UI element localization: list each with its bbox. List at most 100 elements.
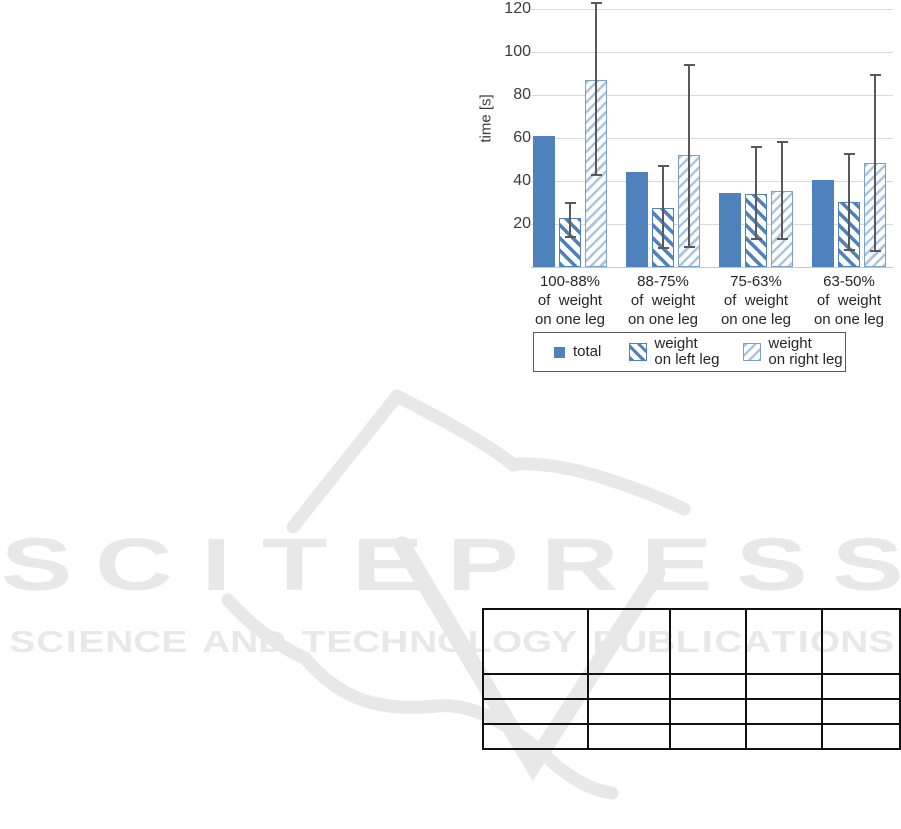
watermark-subtitle-char: N [104, 624, 133, 659]
table-cell [669, 698, 748, 725]
watermark-title-char: I [201, 523, 232, 606]
table-cell [821, 723, 901, 750]
table-cell [821, 608, 901, 675]
error-bar [781, 142, 783, 240]
error-bar [569, 202, 571, 237]
y-tick-label: 80 [513, 86, 531, 103]
x-category-label: 63-50% of weight on one leg [813, 273, 885, 328]
watermark-subtitle-char: N [230, 624, 259, 659]
table-cell [481, 673, 590, 700]
legend-swatch-right-leg [743, 343, 762, 361]
table-cell [745, 673, 824, 700]
gridline [531, 138, 893, 139]
watermark-title-char: S [831, 523, 901, 606]
watermark-subtitle-char: C [352, 624, 381, 659]
bar-total-2 [719, 193, 741, 267]
x-category-label: 100-88% of weight on one leg [534, 273, 606, 328]
results-table [481, 608, 901, 750]
watermark-subtitle-char [289, 628, 300, 656]
watermark-subtitle-char: I [65, 624, 77, 659]
error-bar-cap-top [869, 73, 881, 76]
legend-label-total: total [573, 343, 602, 360]
legend-item-left-leg: weight on left leg [601, 336, 719, 368]
error-bar-cap-bottom [657, 246, 669, 249]
table-cell [821, 698, 901, 725]
legend-label-right-leg: weight on right leg [768, 335, 843, 368]
error-bar-cap-bottom [564, 235, 576, 238]
error-bar-cap-top [657, 164, 669, 167]
gridline [531, 181, 893, 182]
table-row [481, 608, 901, 675]
watermark-subtitle-char: O [436, 624, 468, 659]
watermark-subtitle-char: N [408, 624, 437, 659]
bar-total-3 [812, 180, 834, 267]
watermark-title-char: R [541, 523, 619, 606]
watermark-subtitle-char: D [258, 624, 287, 659]
plot-area [531, 0, 893, 268]
table-cell [587, 673, 672, 700]
watermark-title-char: S [0, 523, 73, 606]
watermark-subtitle-char: T [301, 624, 326, 659]
table-cell [481, 698, 590, 725]
watermark-title-char: C [95, 523, 173, 606]
watermark-title-char: T [262, 523, 328, 606]
gridline [531, 9, 893, 10]
table-row [481, 723, 901, 750]
table-cell [587, 698, 672, 725]
table-row [481, 698, 901, 725]
watermark-subtitle-char: E [161, 624, 188, 659]
table-cell [745, 608, 824, 675]
table-cell [745, 723, 824, 750]
table-row [481, 673, 901, 700]
legend-item-total: total [534, 344, 601, 360]
table-cell [587, 723, 672, 750]
legend-swatch-left-leg [629, 343, 648, 361]
y-tick-label: 100 [504, 43, 531, 60]
error-bar-cap-bottom [843, 248, 855, 251]
error-bar-cap-top [564, 201, 576, 204]
error-bar-cap-bottom [776, 238, 788, 241]
error-bar [874, 74, 876, 251]
table-cell [745, 698, 824, 725]
watermark-subtitle-char: S [9, 624, 36, 659]
table-cell [669, 673, 748, 700]
gridline [531, 224, 893, 225]
table-cell [669, 723, 748, 750]
gridline [531, 52, 893, 53]
x-category-label: 88-75% of weight on one leg [627, 273, 699, 328]
legend-item-right-leg: weight on right leg [719, 335, 843, 368]
error-bar-cap-top [590, 1, 602, 4]
watermark-subtitle-char: E [78, 624, 105, 659]
error-bar [755, 146, 757, 240]
error-bar-cap-top [683, 63, 695, 66]
gridline [531, 95, 893, 96]
table-cell [481, 608, 590, 675]
error-bar-cap-top [776, 141, 788, 144]
watermark-title-char: S [736, 523, 808, 606]
y-tick-label: 40 [513, 172, 531, 189]
watermark-title-char: P [447, 523, 519, 606]
y-tick-label: 20 [513, 215, 531, 232]
watermark-subtitle-char: C [133, 624, 162, 659]
watermark-subtitle-char [189, 628, 200, 656]
error-bar-cap-bottom [683, 245, 695, 248]
y-tick-label: 60 [513, 129, 531, 146]
watermark-subtitle-char: E [326, 624, 353, 659]
legend-swatch-total [554, 346, 565, 358]
error-bar-cap-top [843, 153, 855, 156]
watermark-subtitle-char: A [202, 624, 231, 659]
table-cell [587, 608, 672, 675]
error-bar [595, 2, 597, 175]
table-cell [481, 723, 590, 750]
bar-total-0 [533, 136, 555, 267]
bar-total-1 [626, 172, 648, 267]
error-bar-cap-bottom [750, 238, 762, 241]
watermark-title-char: E [641, 523, 713, 606]
error-bar-cap-top [750, 145, 762, 148]
error-bar [688, 64, 690, 247]
watermark-subtitle-char: H [380, 624, 409, 659]
table-cell [669, 608, 748, 675]
error-bar-cap-bottom [869, 249, 881, 252]
